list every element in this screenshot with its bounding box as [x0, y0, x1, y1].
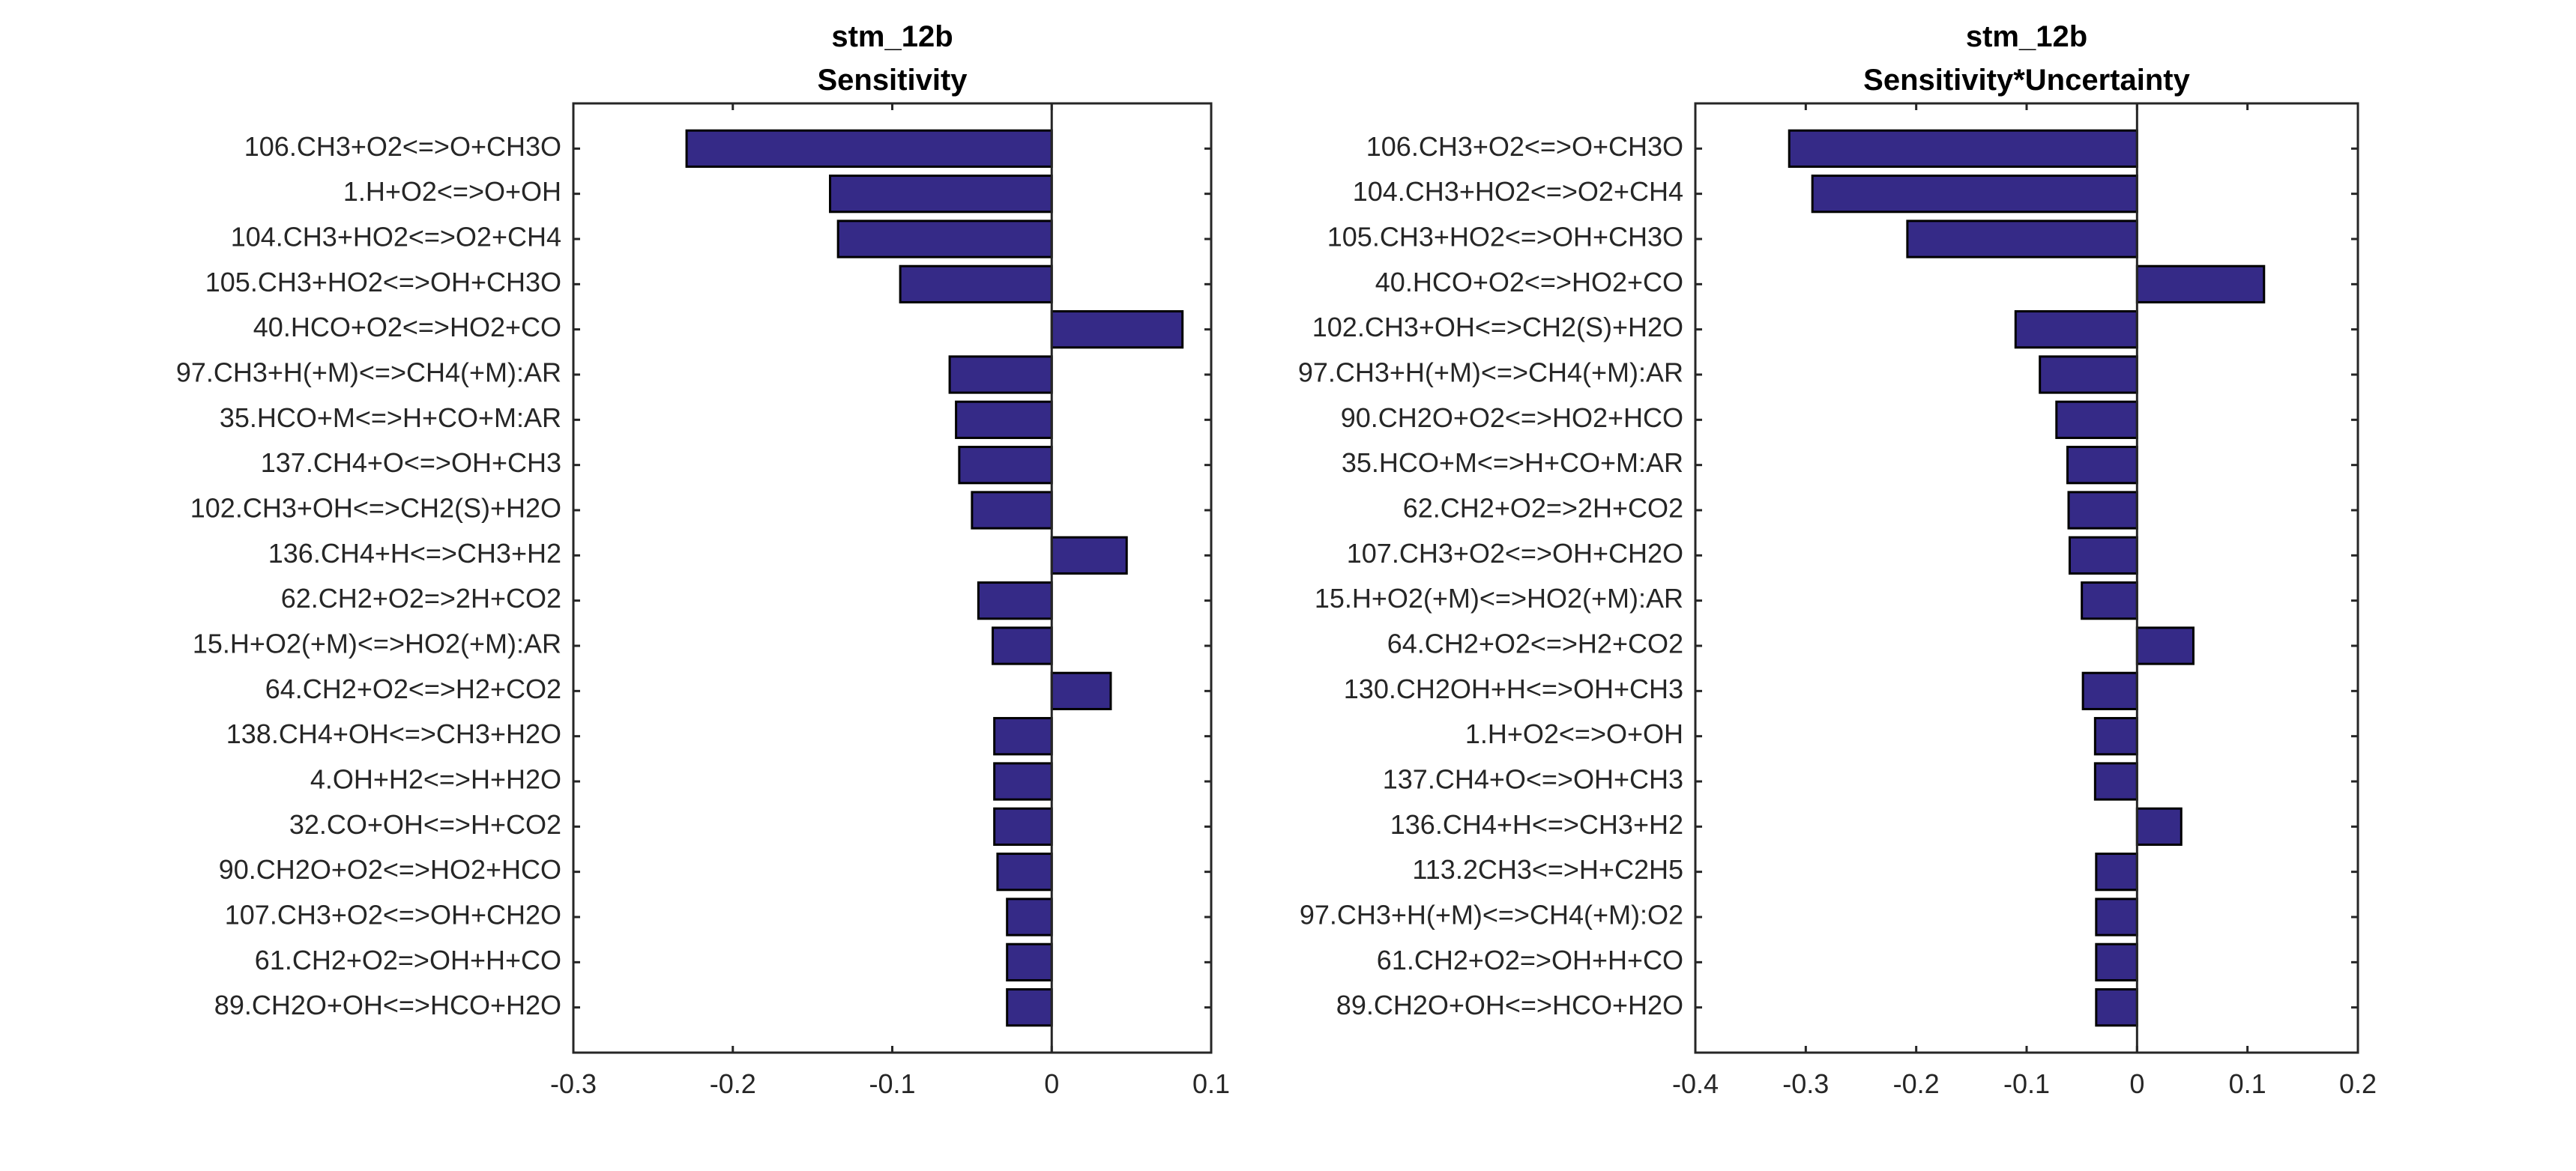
- y-tick-label: 89.CH2O+OH<=>HCO+H2O: [214, 990, 561, 1020]
- bar: [992, 626, 1053, 665]
- bar: [685, 129, 1053, 168]
- y-tick-label: 137.CH4+O<=>OH+CH3: [261, 447, 561, 478]
- bar: [2067, 491, 2138, 530]
- y-tick-label: 62.CH2+O2=>2H+CO2: [281, 583, 561, 614]
- y-tick-label: 104.CH3+HO2<=>O2+CH4: [231, 222, 561, 252]
- y-tick-label: 64.CH2+O2<=>H2+CO2: [265, 674, 561, 704]
- y-tick-label: 15.H+O2(+M)<=>HO2(+M):AR: [193, 629, 561, 659]
- y-tick-label: 1.H+O2<=>O+OH: [343, 176, 561, 207]
- bar: [2135, 626, 2195, 665]
- bar: [1050, 536, 1128, 575]
- y-tick-label: 104.CH3+HO2<=>O2+CH4: [1353, 176, 1683, 207]
- bar: [1006, 988, 1053, 1027]
- bar: [2014, 310, 2138, 349]
- bar: [948, 355, 1053, 394]
- bar: [2095, 853, 2138, 892]
- y-tick-label: 138.CH4+OH<=>CH3+H2O: [226, 718, 561, 749]
- bar: [1050, 310, 1184, 349]
- bar: [958, 446, 1053, 485]
- x-tick-label: -0.1: [2003, 1068, 2050, 1099]
- x-tick-label: -0.1: [869, 1068, 915, 1099]
- bar: [1906, 220, 2138, 258]
- y-tick-label: 106.CH3+O2<=>O+CH3O: [1366, 131, 1683, 162]
- bar: [2135, 264, 2266, 303]
- bar: [829, 175, 1053, 214]
- x-tick-label: -0.4: [1672, 1068, 1719, 1099]
- chart-subtitle: Sensitivity: [817, 64, 968, 97]
- chart-subtitle: Sensitivity*Uncertainty: [1863, 64, 2190, 97]
- y-tick-label: 97.CH3+H(+M)<=>CH4(+M):AR: [1298, 357, 1683, 388]
- bar: [2055, 400, 2138, 439]
- bar: [2095, 988, 2138, 1027]
- sensitivity-uncertainty-chart: stm_12b Sensitivity*Uncertainty 106.CH3+O2…: [1298, 20, 2377, 1099]
- bar: [2039, 355, 2138, 394]
- bar: [993, 717, 1053, 756]
- bar: [2081, 581, 2138, 620]
- y-tick-label: 97.CH3+H(+M)<=>CH4(+M):O2: [1300, 900, 1683, 931]
- x-tick-label: -0.2: [710, 1068, 756, 1099]
- x-tick-label: 0.1: [1192, 1068, 1230, 1099]
- bar: [993, 807, 1053, 846]
- y-tick-label: 35.HCO+M<=>H+CO+M:AR: [220, 402, 561, 433]
- x-tick-label: 0.1: [2229, 1068, 2266, 1099]
- y-tick-label: 1.H+O2<=>O+OH: [1465, 718, 1683, 749]
- y-tick-label: 130.CH2OH+H<=>OH+CH3: [1344, 674, 1683, 704]
- bar: [899, 264, 1053, 303]
- bar: [955, 400, 1053, 439]
- bar: [2081, 671, 2138, 710]
- y-tick-label: 136.CH4+H<=>CH3+H2: [1390, 809, 1683, 840]
- sensitivity-chart: stm_12b Sensitivity 106.CH3+O2<=>O+CH3O 1.H…: [176, 20, 1230, 1099]
- chart-title: stm_12b: [1966, 20, 2087, 53]
- chart-title: stm_12b: [831, 20, 953, 53]
- y-tick-label: 136.CH4+H<=>CH3+H2: [268, 538, 561, 569]
- bar: [2068, 536, 2138, 575]
- x-tick-label: 0: [1044, 1068, 1059, 1099]
- bar: [1788, 129, 2138, 168]
- x-tick-label: -0.3: [550, 1068, 597, 1099]
- y-tick-label: 113.2CH3<=>H+C2H5: [1412, 854, 1683, 885]
- bar: [996, 853, 1053, 892]
- y-tick-label: 89.CH2O+OH<=>HCO+H2O: [1336, 990, 1683, 1020]
- y-tick-label: 137.CH4+O<=>OH+CH3: [1383, 764, 1683, 795]
- x-tick-label: -0.3: [1782, 1068, 1829, 1099]
- y-tick-label: 62.CH2+O2=>2H+CO2: [1403, 493, 1683, 524]
- bar: [1006, 898, 1053, 937]
- bar: [2135, 807, 2183, 846]
- bar: [2095, 898, 2138, 937]
- bar: [1006, 942, 1053, 981]
- y-tick-label: 61.CH2+O2=>OH+H+CO: [1377, 945, 1683, 975]
- x-tick-label: -0.2: [1893, 1068, 1940, 1099]
- bar: [2093, 717, 2138, 756]
- bar: [1050, 671, 1112, 710]
- y-tick-label: 40.HCO+O2<=>HO2+CO: [1375, 267, 1683, 297]
- bar: [836, 220, 1053, 258]
- y-tick-label: 90.CH2O+O2<=>HO2+HCO: [1341, 402, 1683, 433]
- x-tick-label: 0.2: [2339, 1068, 2377, 1099]
- bar: [2066, 446, 2138, 485]
- bar: [993, 762, 1053, 801]
- y-tick-label: 32.CO+OH<=>H+CO2: [289, 809, 561, 840]
- bar: [977, 581, 1053, 620]
- y-tick-label: 97.CH3+H(+M)<=>CH4(+M):AR: [176, 357, 561, 388]
- y-tick-label: 102.CH3+OH<=>CH2(S)+H2O: [190, 493, 561, 524]
- bar: [971, 491, 1053, 530]
- y-tick-label: 105.CH3+HO2<=>OH+CH3O: [1327, 222, 1683, 252]
- x-tick-label: 0: [2129, 1068, 2144, 1099]
- y-tick-label: 64.CH2+O2<=>H2+CO2: [1387, 629, 1683, 659]
- y-tick-label: 61.CH2+O2=>OH+H+CO: [255, 945, 561, 975]
- y-tick-label: 105.CH3+HO2<=>OH+CH3O: [205, 267, 561, 297]
- y-tick-label: 107.CH3+O2<=>OH+CH2O: [1347, 538, 1683, 569]
- bar: [2093, 762, 2138, 801]
- y-tick-label: 107.CH3+O2<=>OH+CH2O: [225, 900, 561, 931]
- y-tick-label: 4.OH+H2<=>H+H2O: [310, 764, 561, 795]
- y-tick-label: 35.HCO+M<=>H+CO+M:AR: [1342, 447, 1683, 478]
- y-tick-label: 102.CH3+OH<=>CH2(S)+H2O: [1312, 312, 1683, 342]
- y-tick-label: 40.HCO+O2<=>HO2+CO: [253, 312, 561, 342]
- bar: [2095, 942, 2138, 981]
- y-tick-label: 90.CH2O+O2<=>HO2+HCO: [219, 854, 561, 885]
- bar: [1811, 175, 2138, 214]
- y-tick-label: 15.H+O2(+M)<=>HO2(+M):AR: [1315, 583, 1683, 614]
- y-tick-label: 106.CH3+O2<=>O+CH3O: [244, 131, 561, 162]
